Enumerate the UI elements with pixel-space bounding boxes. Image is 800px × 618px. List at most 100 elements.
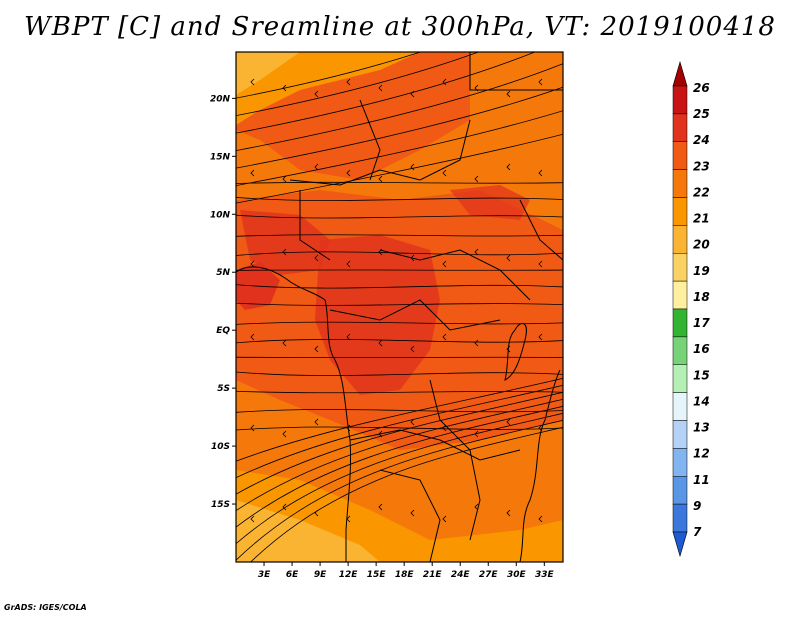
chart-title: WBPT [C] and Sreamline at 300hPa, VT: 20…: [24, 12, 776, 42]
streamline: [236, 398, 563, 512]
streamline-arrow: [538, 169, 543, 177]
colorbar-label: 16: [693, 342, 710, 356]
streamline-arrow: [282, 248, 287, 256]
colorbar-segment: [672, 141, 688, 170]
streamline-arrow: [474, 175, 479, 183]
streamline-arrow: [250, 515, 255, 523]
streamline-arrow: [282, 430, 287, 438]
lon-tick-label: 6E: [286, 570, 299, 580]
streamline: [236, 52, 422, 99]
latitude-axis: 20N 15N 10N 5N EQ 5S 10S 15S: [210, 94, 236, 510]
wbpt-field-24: [450, 185, 530, 220]
mozambique-coast: [519, 369, 561, 562]
map-area: [236, 52, 563, 562]
colorbar-segment: [672, 503, 688, 533]
chad-border: [359, 99, 381, 181]
streamline-arrow: [442, 424, 447, 432]
streamline: [236, 214, 563, 219]
colorbar-segment: [672, 448, 688, 477]
colorbar-segment: [672, 476, 688, 505]
streamline: [236, 356, 563, 358]
congo-border: [329, 299, 501, 331]
colorbar-segment: [672, 392, 688, 421]
streamline-arrow: [506, 509, 511, 517]
lon-tick-label: 12E: [339, 570, 359, 580]
lon-tick-label: 18E: [395, 570, 415, 580]
colorbar-label: 25: [693, 107, 710, 121]
colorbar-top-arrow: [672, 60, 688, 87]
lat-tick-label: 5S: [217, 384, 230, 394]
streamline-arrow: [378, 84, 383, 92]
streamline: [236, 412, 563, 545]
streamline-arrow: [346, 333, 351, 341]
ethiopia-border: [519, 199, 563, 261]
colorbar-segment: [672, 197, 688, 226]
longitude-axis: 3E 6E 9E 12E 15E 18E 21E 24E 27E 30E 33E: [258, 562, 555, 580]
streamline-arrow: [282, 175, 287, 183]
streamline-arrow: [538, 333, 543, 341]
streamline-arrow: [282, 339, 287, 347]
egypt-sudan-border: [469, 52, 563, 91]
colorbar-segment: [672, 169, 688, 198]
streamline-arrow: [250, 169, 255, 177]
colorbar-label: 18: [693, 290, 710, 304]
africa-west-coast: [236, 266, 352, 562]
nigeria-border: [299, 190, 331, 261]
lat-tick-label: 15N: [210, 152, 231, 162]
lat-tick-label: 5N: [216, 268, 230, 278]
streamline: [236, 110, 563, 187]
lat-tick-label: 10S: [211, 442, 230, 452]
map-frame: [235, 51, 564, 563]
colorbar-label: 22: [693, 185, 710, 199]
wbpt-field-24: [240, 210, 330, 275]
streamline-arrow: [250, 78, 255, 86]
car-border: [379, 249, 531, 301]
colorbar-label: 7: [693, 525, 702, 539]
streamline-arrow: [410, 90, 415, 98]
streamline-arrow: [346, 169, 351, 177]
streamline: [236, 52, 536, 134]
streamline-arrow: [442, 333, 447, 341]
colorbar-label: 13: [693, 421, 710, 435]
lakes-border: [429, 379, 481, 541]
streamline-arrow: [314, 254, 319, 262]
colorbar-label: 11: [693, 473, 710, 487]
streamline: [236, 133, 563, 204]
colorbar-segment: [672, 225, 688, 254]
streamline-arrow: [314, 418, 319, 426]
colorbar-segment: [672, 253, 688, 282]
colorbar-label: 12: [693, 447, 710, 461]
streamline-arrow: [538, 260, 543, 268]
wbpt-field-20: [236, 52, 300, 95]
colorbar-label: 9: [693, 499, 701, 513]
streamline: [236, 86, 563, 169]
streamline: [236, 391, 563, 495]
streamline-arrow: [410, 345, 415, 353]
angola-zambia-border: [349, 429, 521, 461]
streamline: [236, 52, 480, 116]
colorbar-label: 17: [693, 316, 710, 330]
streamline: [236, 371, 563, 377]
streamline-arrow: [346, 78, 351, 86]
streamline-arrow: [442, 515, 447, 523]
lon-tick-label: 24E: [451, 570, 471, 580]
colorbar-label: 26: [693, 81, 710, 95]
lon-tick-label: 3E: [258, 570, 271, 580]
colorbar-bottom-arrow: [672, 531, 688, 558]
coastlines: [236, 52, 563, 562]
colorbar-segment: [672, 420, 688, 449]
streamline: [236, 321, 563, 325]
streamline-arrow: [410, 418, 415, 426]
colorbar-segment: [672, 336, 688, 365]
colorbar-segment: [672, 113, 688, 142]
lat-tick-label: 20N: [210, 94, 231, 104]
colorbar-segment: [672, 280, 688, 310]
streamline-arrow: [314, 163, 319, 171]
streamline: [236, 339, 563, 344]
streamline: [236, 63, 563, 151]
wbpt-field-24: [315, 235, 440, 395]
streamline-arrow: [538, 78, 543, 86]
lon-tick-label: 33E: [535, 570, 555, 580]
streamline-arrow: [346, 260, 351, 268]
